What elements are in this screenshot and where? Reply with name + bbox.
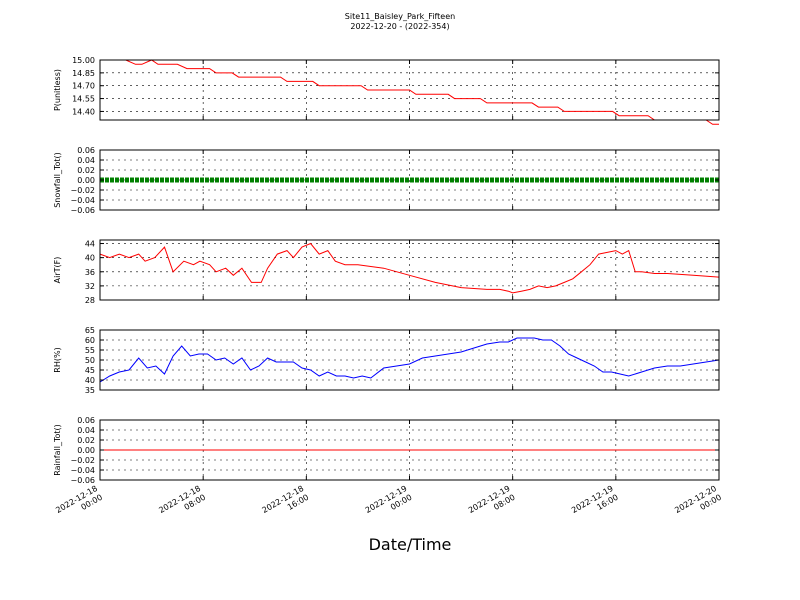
y-tick-label: −0.04 [70, 466, 95, 475]
y-tick-label: 65 [85, 326, 95, 335]
y-tick-label: 14.85 [72, 69, 95, 78]
y-tick-label: 0.04 [77, 156, 95, 165]
y-tick-label: 55 [85, 346, 95, 355]
y-tick-label: 44 [85, 240, 95, 249]
y-tick-label: 40 [85, 376, 95, 385]
chart-panels: 14.40 14.55 14.70 14.85 15.00 P(unitless) −0.0… [53, 56, 720, 485]
chart-panel-2: −0.06−0.04−0.020.000.020.040.06 Snowfall_… [53, 146, 720, 215]
y-tick-label: 0.04 [77, 426, 95, 435]
y-axis-label: P(unitless) [53, 69, 62, 111]
y-tick-label: 40 [85, 254, 95, 263]
y-tick-label: −0.06 [70, 476, 95, 485]
x-tick-label: 2022-12-1900:00 [364, 484, 414, 524]
y-tick-label: 50 [85, 356, 95, 365]
x-tick-label: 2022-12-1916:00 [570, 484, 620, 524]
y-tick-label: 32 [85, 282, 95, 291]
y-tick-label: 15.00 [72, 56, 95, 65]
y-tick-label: 0.02 [77, 436, 95, 445]
y-axis-label: Rainfall_Tot() [53, 424, 62, 476]
chart-panel-1: 14.40 14.55 14.70 14.85 15.00 P(unitless) [53, 56, 720, 125]
y-tick-label: 0.00 [77, 176, 95, 185]
x-axis-label: Date/Time [369, 535, 452, 554]
figure-subtitle: 2022-12-20 - (2022-354) [350, 22, 449, 31]
y-tick-label: −0.04 [70, 196, 95, 205]
y-axis-label: Snowfall_Tot() [53, 152, 62, 208]
x-tick-label: 2022-12-1908:00 [467, 484, 517, 524]
series-line-1-0 [125, 59, 719, 125]
y-tick-label: 0.06 [77, 416, 95, 425]
y-tick-label: 28 [85, 296, 95, 305]
y-tick-label: 60 [85, 336, 95, 345]
y-tick-label: −0.06 [70, 206, 95, 215]
chart-panel-5: −0.06−0.04−0.020.000.020.040.06 Rainfall_… [53, 416, 720, 485]
y-tick-label: 0.06 [77, 146, 95, 155]
y-tick-label: −0.02 [70, 186, 95, 195]
y-tick-label: 35 [85, 386, 95, 395]
y-tick-label: −0.02 [70, 456, 95, 465]
y-tick-label: 0.02 [77, 166, 95, 175]
x-tick-label: 2022-12-1800:00 [54, 484, 104, 524]
y-tick-label: 36 [85, 268, 95, 277]
x-tick-label: 2022-12-1816:00 [261, 484, 311, 524]
x-tick-label: 2022-12-2000:00 [673, 484, 723, 524]
y-tick-label: 14.70 [72, 82, 95, 91]
y-tick-label: 14.55 [72, 95, 95, 104]
y-axis-label: RH(%) [53, 347, 62, 372]
x-axis-tick-labels: 2022-12-1800:00 2022-12-1808:00 2022-12-18… [54, 484, 723, 524]
chart-panel-3: 28 32 36 40 44 AirT(F) [53, 239, 720, 305]
y-tick-label: 0.00 [77, 446, 95, 455]
y-tick-label: 14.40 [72, 107, 95, 116]
y-axis-label: AirT(F) [53, 257, 62, 284]
x-tick-label: 2022-12-1808:00 [157, 484, 207, 524]
y-tick-label: 45 [85, 366, 95, 375]
series-line-3-0 [99, 242, 720, 294]
figure-title: Site11_Baisley_Park_Fifteen [345, 12, 455, 21]
series-line-4-0 [99, 337, 720, 383]
